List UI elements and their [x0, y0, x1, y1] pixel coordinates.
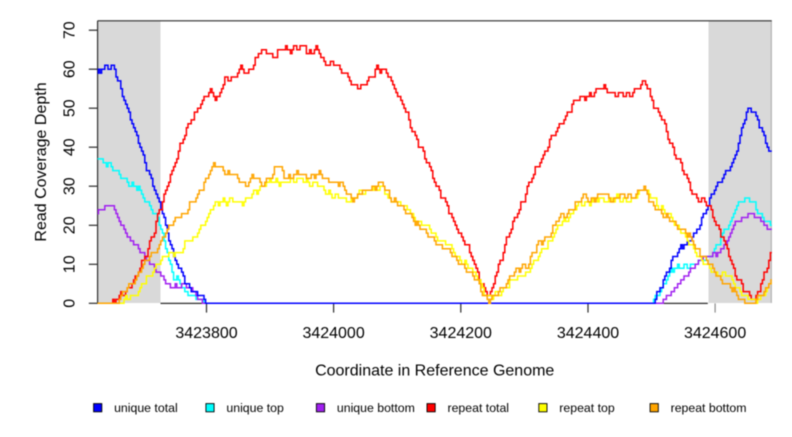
svg-text:70: 70 [62, 21, 79, 39]
svg-text:repeat total: repeat total [448, 401, 510, 415]
svg-text:40: 40 [62, 138, 79, 156]
svg-text:50: 50 [62, 99, 79, 117]
svg-text:3424600: 3424600 [684, 325, 746, 342]
svg-text:3424000: 3424000 [302, 325, 364, 342]
svg-text:3424400: 3424400 [557, 325, 619, 342]
svg-text:30: 30 [62, 177, 79, 195]
svg-text:unique bottom: unique bottom [337, 401, 415, 415]
svg-text:Coordinate in Reference Genome: Coordinate in Reference Genome [315, 362, 554, 379]
svg-text:unique total: unique total [114, 401, 178, 415]
svg-text:20: 20 [62, 216, 79, 234]
svg-text:repeat bottom: repeat bottom [671, 401, 747, 415]
svg-text:repeat top: repeat top [559, 401, 615, 415]
svg-text:60: 60 [62, 60, 79, 78]
svg-text:10: 10 [62, 255, 79, 273]
svg-text:3424200: 3424200 [430, 325, 492, 342]
svg-text:3423800: 3423800 [175, 325, 237, 342]
svg-text:unique top: unique top [226, 401, 284, 415]
svg-text:Read Coverage Depth: Read Coverage Depth [33, 82, 50, 241]
svg-text:0: 0 [62, 299, 79, 308]
